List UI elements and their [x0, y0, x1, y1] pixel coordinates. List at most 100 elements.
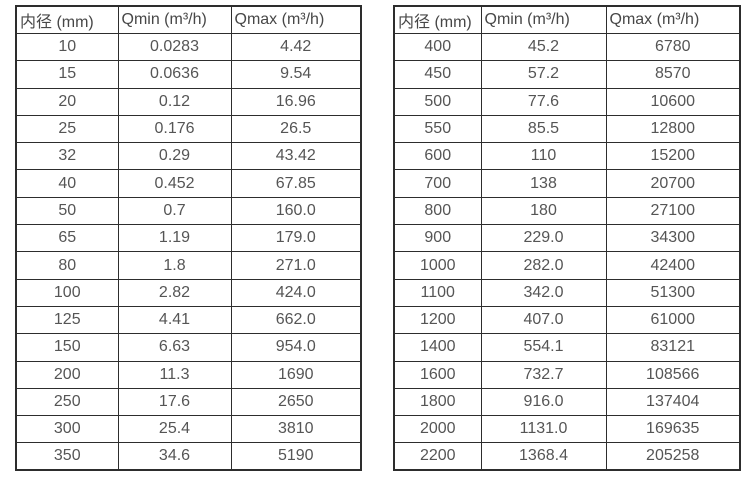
table-cell: 169635 — [605, 415, 741, 444]
table-row: 250 17.6 2650 — [15, 387, 362, 417]
table-cell: 229.0 — [480, 224, 607, 253]
table-cell: 50 — [15, 196, 119, 226]
table-row: 1200 407.0 61000 — [393, 305, 741, 335]
table-cell: 1600 — [393, 360, 482, 389]
table-cell: 282.0 — [480, 251, 607, 280]
table-row: 40 0.452 67.85 — [15, 169, 362, 198]
table-cell: 2000 — [393, 415, 482, 444]
table-cell: 27100 — [605, 196, 741, 226]
table-row: 15 0.0636 9.54 — [15, 60, 362, 89]
table-header: 内径 (mm) Qmin (m³/h) Qmax (m³/h) — [393, 5, 741, 34]
table-cell: 900 — [393, 224, 482, 253]
table-row: 50 0.7 160.0 — [15, 196, 362, 226]
table-row: 200 11.3 1690 — [15, 360, 362, 389]
table-cell: 5190 — [230, 442, 362, 471]
table-cell: 350 — [15, 442, 119, 471]
table-cell: 15 — [15, 60, 119, 89]
table-cell: 916.0 — [480, 387, 607, 417]
table-cell: 100 — [15, 278, 119, 307]
table-cell: 1.8 — [117, 251, 232, 280]
table-cell: 25 — [15, 114, 119, 144]
table-cell: 20 — [15, 87, 119, 116]
table-cell: 400 — [393, 32, 482, 62]
table-row: 800 180 27100 — [393, 196, 741, 226]
table-cell: 137404 — [605, 387, 741, 417]
table-cell: 1800 — [393, 387, 482, 417]
table-row: 450 57.2 8570 — [393, 60, 741, 89]
table-cell: 45.2 — [480, 32, 607, 62]
table-cell: 0.12 — [117, 87, 232, 116]
header-qmax: Qmax (m³/h) — [605, 5, 741, 34]
table-cell: 554.1 — [480, 333, 607, 362]
table-cell: 3810 — [230, 415, 362, 444]
table-row: 700 138 20700 — [393, 169, 741, 198]
table-row: 10 0.0283 4.42 — [15, 32, 362, 62]
table-cell: 700 — [393, 169, 482, 198]
table-cell: 150 — [15, 333, 119, 362]
header-inner-diameter: 内径 (mm) — [393, 5, 482, 34]
table-cell: 250 — [15, 387, 119, 417]
table-row: 350 34.6 5190 — [15, 442, 362, 471]
table-row: 125 4.41 662.0 — [15, 305, 362, 335]
table-cell: 10600 — [605, 87, 741, 116]
table-cell: 800 — [393, 196, 482, 226]
table-cell: 1400 — [393, 333, 482, 362]
table-row: 1100 342.0 51300 — [393, 278, 741, 307]
table-cell: 11.3 — [117, 360, 232, 389]
table-cell: 42400 — [605, 251, 741, 280]
table-cell: 0.7 — [117, 196, 232, 226]
table-row: 65 1.19 179.0 — [15, 224, 362, 253]
table-cell: 34300 — [605, 224, 741, 253]
table-cell: 12800 — [605, 114, 741, 144]
table-cell: 34.6 — [117, 442, 232, 471]
table-cell: 0.0283 — [117, 32, 232, 62]
table-row: 25 0.176 26.5 — [15, 114, 362, 144]
table-cell: 4.42 — [230, 32, 362, 62]
table-cell: 407.0 — [480, 305, 607, 335]
table-row: 1000 282.0 42400 — [393, 251, 741, 280]
table-cell: 342.0 — [480, 278, 607, 307]
table-cell: 180 — [480, 196, 607, 226]
table-header: 内径 (mm) Qmin (m³/h) Qmax (m³/h) — [15, 5, 362, 34]
table-row: 1800 916.0 137404 — [393, 387, 741, 417]
table-cell: 138 — [480, 169, 607, 198]
header-qmin: Qmin (m³/h) — [117, 5, 232, 34]
table-cell: 2200 — [393, 442, 482, 471]
table-row: 500 77.6 10600 — [393, 87, 741, 116]
header-row: 内径 (mm) Qmin (m³/h) Qmax (m³/h) — [15, 5, 362, 34]
table-cell: 662.0 — [230, 305, 362, 335]
table-cell: 550 — [393, 114, 482, 144]
table-cell: 6.63 — [117, 333, 232, 362]
table-cell: 43.42 — [230, 142, 362, 171]
table-cell: 15200 — [605, 142, 741, 171]
table-cell: 110 — [480, 142, 607, 171]
flow-spec-table-small-diameters: 内径 (mm) Qmin (m³/h) Qmax (m³/h) 10 0.0283… — [15, 5, 362, 472]
table-cell: 2.82 — [117, 278, 232, 307]
table-row: 1600 732.7 108566 — [393, 360, 741, 389]
table-cell: 1100 — [393, 278, 482, 307]
table-row: 100 2.82 424.0 — [15, 278, 362, 307]
table-cell: 40 — [15, 169, 119, 198]
table-cell: 61000 — [605, 305, 741, 335]
table-cell: 32 — [15, 142, 119, 171]
table-cell: 1200 — [393, 305, 482, 335]
table-cell: 1690 — [230, 360, 362, 389]
table-cell: 200 — [15, 360, 119, 389]
table-row: 2000 1131.0 169635 — [393, 415, 741, 444]
table-cell: 0.452 — [117, 169, 232, 198]
table-row: 2200 1368.4 205258 — [393, 442, 741, 471]
table-cell: 1.19 — [117, 224, 232, 253]
table-cell: 1000 — [393, 251, 482, 280]
table-row: 400 45.2 6780 — [393, 32, 741, 62]
table-cell: 8570 — [605, 60, 741, 89]
table-cell: 57.2 — [480, 60, 607, 89]
spec-tables-container: 内径 (mm) Qmin (m³/h) Qmax (m³/h) 10 0.0283… — [15, 5, 741, 472]
table-cell: 450 — [393, 60, 482, 89]
table-cell: 179.0 — [230, 224, 362, 253]
table-body: 400 45.2 6780 450 57.2 8570 500 77.6 10600 550 85.… — [393, 32, 741, 471]
table-row: 32 0.29 43.42 — [15, 142, 362, 171]
flow-spec-table-large-diameters: 内径 (mm) Qmin (m³/h) Qmax (m³/h) 400 45.2 6… — [393, 5, 741, 472]
table-cell: 85.5 — [480, 114, 607, 144]
header-inner-diameter: 内径 (mm) — [15, 5, 119, 34]
table-cell: 25.4 — [117, 415, 232, 444]
